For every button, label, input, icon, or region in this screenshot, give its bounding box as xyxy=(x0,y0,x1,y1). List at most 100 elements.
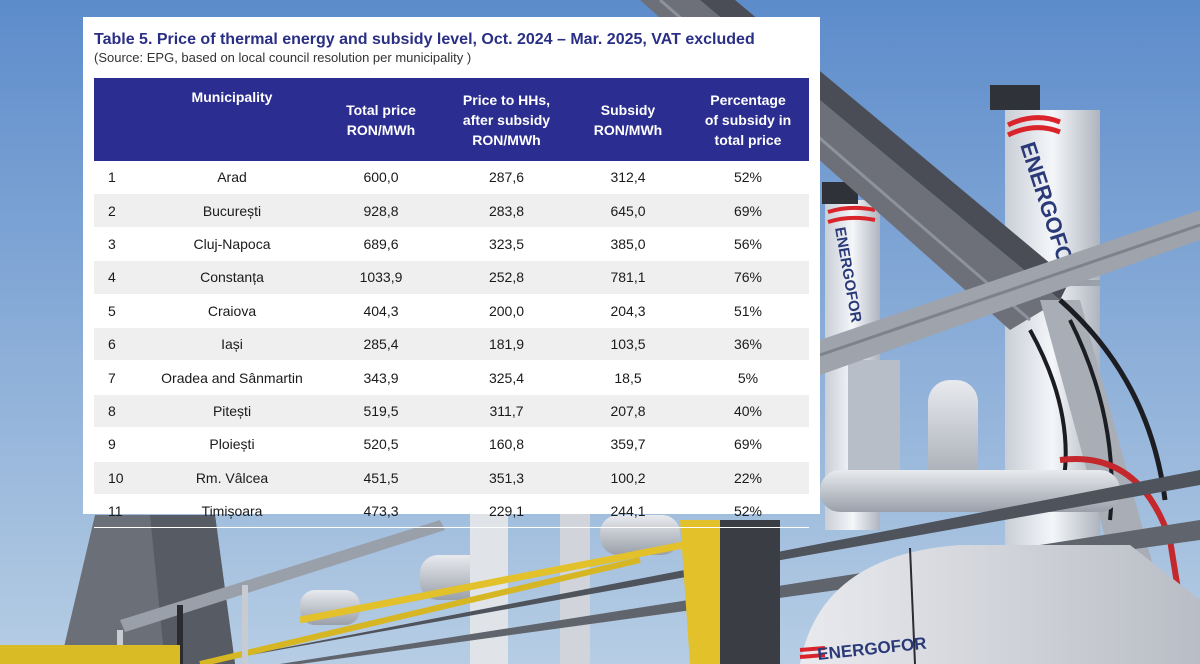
header-municipality: Municipality xyxy=(146,78,318,161)
municipality-cell: Rm. Vâlcea xyxy=(146,461,318,495)
municipality-cell: Iași xyxy=(146,327,318,362)
table-row: 9 Ploiești 520,5 160,8 359,7 69% xyxy=(94,427,809,462)
total-price-cell: 451,5 xyxy=(318,461,444,495)
row-number: 7 xyxy=(94,360,146,395)
subsidy-cell: 18,5 xyxy=(569,360,687,395)
table-body: 1 Arad 600,0 287,6 312,4 52% 2 București 928,8 28… xyxy=(94,161,809,529)
municipality-cell: Craiova xyxy=(146,294,318,328)
total-price-cell: 404,3 xyxy=(318,294,444,328)
price-hh-cell: 200,0 xyxy=(444,294,569,328)
row-number: 10 xyxy=(94,461,146,495)
total-price-cell: 520,5 xyxy=(318,427,444,462)
subsidy-cell: 207,8 xyxy=(569,394,687,429)
row-number: 1 xyxy=(94,161,146,195)
header-line: total price xyxy=(714,131,782,148)
percentage-cell: 56% xyxy=(687,227,809,262)
subsidy-cell: 645,0 xyxy=(569,193,687,228)
percentage-cell: 69% xyxy=(687,427,809,462)
row-number: 5 xyxy=(94,294,146,328)
percentage-cell: 52% xyxy=(687,161,809,195)
total-price-cell: 473,3 xyxy=(318,494,444,529)
table-row: 10 Rm. Vâlcea 451,5 351,3 100,2 22% xyxy=(94,461,809,495)
subsidy-cell: 100,2 xyxy=(569,461,687,495)
concrete-chimney xyxy=(60,515,235,664)
price-hh-cell: 160,8 xyxy=(444,427,569,462)
row-number: 4 xyxy=(94,260,146,295)
price-hh-cell: 283,8 xyxy=(444,193,569,228)
municipality-cell: Oradea and Sânmartin xyxy=(146,360,318,395)
total-price-cell: 689,6 xyxy=(318,227,444,262)
table-row: 11 Timișoara 473,3 229,1 244,1 52% xyxy=(94,494,809,529)
municipality-cell: Pitești xyxy=(146,394,318,429)
header-line: Price to HHs, xyxy=(462,91,551,108)
percentage-cell: 40% xyxy=(687,394,809,429)
header-total-price: Total price RON/MWh xyxy=(318,78,444,161)
header-line: Total price xyxy=(346,101,416,118)
header-line: RON/MWh xyxy=(346,121,416,138)
header-line: Subsidy xyxy=(600,101,656,118)
row-number: 9 xyxy=(94,427,146,462)
total-price-cell: 343,9 xyxy=(318,360,444,395)
table-row: 5 Craiova 404,3 200,0 204,3 51% xyxy=(94,294,809,328)
subsidy-cell: 359,7 xyxy=(569,427,687,462)
percentage-cell: 5% xyxy=(687,360,809,395)
price-hh-cell: 229,1 xyxy=(444,494,569,529)
table-row: 3 Cluj-Napoca 689,6 323,5 385,0 56% xyxy=(94,227,809,262)
subsidy-cell: 103,5 xyxy=(569,327,687,362)
header-line: RON/MWh xyxy=(472,131,541,148)
table-source: (Source: EPG, based on local council res… xyxy=(94,50,472,65)
header-line: Percentage xyxy=(710,91,786,108)
thermal-energy-table: Municipality Total price RON/MWh Price t… xyxy=(94,78,809,529)
percentage-cell: 22% xyxy=(687,461,809,495)
header-num xyxy=(94,78,146,161)
percentage-cell: 69% xyxy=(687,193,809,228)
table-row: 8 Pitești 519,5 311,7 207,8 40% xyxy=(94,394,809,429)
percentage-cell: 51% xyxy=(687,294,809,328)
price-hh-cell: 325,4 xyxy=(444,360,569,395)
municipality-cell: Timișoara xyxy=(146,494,318,529)
price-hh-cell: 252,8 xyxy=(444,260,569,295)
header-line: of subsidy in xyxy=(704,111,792,128)
municipality-cell: Constanța xyxy=(146,260,318,295)
total-price-cell: 285,4 xyxy=(318,327,444,362)
total-price-cell: 928,8 xyxy=(318,193,444,228)
total-price-cell: 519,5 xyxy=(318,394,444,429)
subsidy-cell: 204,3 xyxy=(569,294,687,328)
table-title: Table 5. Price of thermal energy and sub… xyxy=(94,31,755,48)
total-price-cell: 1033,9 xyxy=(318,260,444,295)
price-hh-cell: 351,3 xyxy=(444,461,569,495)
row-number: 3 xyxy=(94,227,146,262)
subsidy-cell: 312,4 xyxy=(569,161,687,195)
row-number: 2 xyxy=(94,193,146,228)
price-hh-cell: 287,6 xyxy=(444,161,569,195)
table-header-row: Municipality Total price RON/MWh Price t… xyxy=(94,78,809,161)
percentage-cell: 36% xyxy=(687,327,809,362)
header-price-hh: Price to HHs, after subsidy RON/MWh xyxy=(444,78,569,161)
percentage-cell: 52% xyxy=(687,494,809,529)
row-number: 8 xyxy=(94,394,146,429)
row-number: 6 xyxy=(94,327,146,362)
municipality-cell: Ploiești xyxy=(146,427,318,462)
table-row: 7 Oradea and Sânmartin 343,9 325,4 18,5 5% xyxy=(94,360,809,395)
municipality-cell: Cluj-Napoca xyxy=(146,227,318,262)
subsidy-cell: 385,0 xyxy=(569,227,687,262)
storage-tank: ENERGOFOR xyxy=(799,545,1200,664)
total-price-cell: 600,0 xyxy=(318,161,444,195)
header-line: RON/MWh xyxy=(593,121,663,138)
price-hh-cell: 311,7 xyxy=(444,394,569,429)
price-hh-cell: 323,5 xyxy=(444,227,569,262)
table-row: 2 București 928,8 283,8 645,0 69% xyxy=(94,193,809,228)
header-percentage: Percentage of subsidy in total price xyxy=(687,78,809,161)
subsidy-cell: 244,1 xyxy=(569,494,687,529)
table-row: 1 Arad 600,0 287,6 312,4 52% xyxy=(94,161,809,195)
row-number: 11 xyxy=(94,494,146,529)
subsidy-cell: 781,1 xyxy=(569,260,687,295)
header-subsidy: Subsidy RON/MWh xyxy=(569,78,687,161)
header-line: after subsidy xyxy=(462,111,551,128)
percentage-cell: 76% xyxy=(687,260,809,295)
price-hh-cell: 181,9 xyxy=(444,327,569,362)
table-row: 6 Iași 285,4 181,9 103,5 36% xyxy=(94,327,809,362)
table-card: Table 5. Price of thermal energy and sub… xyxy=(83,17,820,529)
municipality-cell: Arad xyxy=(146,161,318,195)
municipality-cell: București xyxy=(146,193,318,228)
